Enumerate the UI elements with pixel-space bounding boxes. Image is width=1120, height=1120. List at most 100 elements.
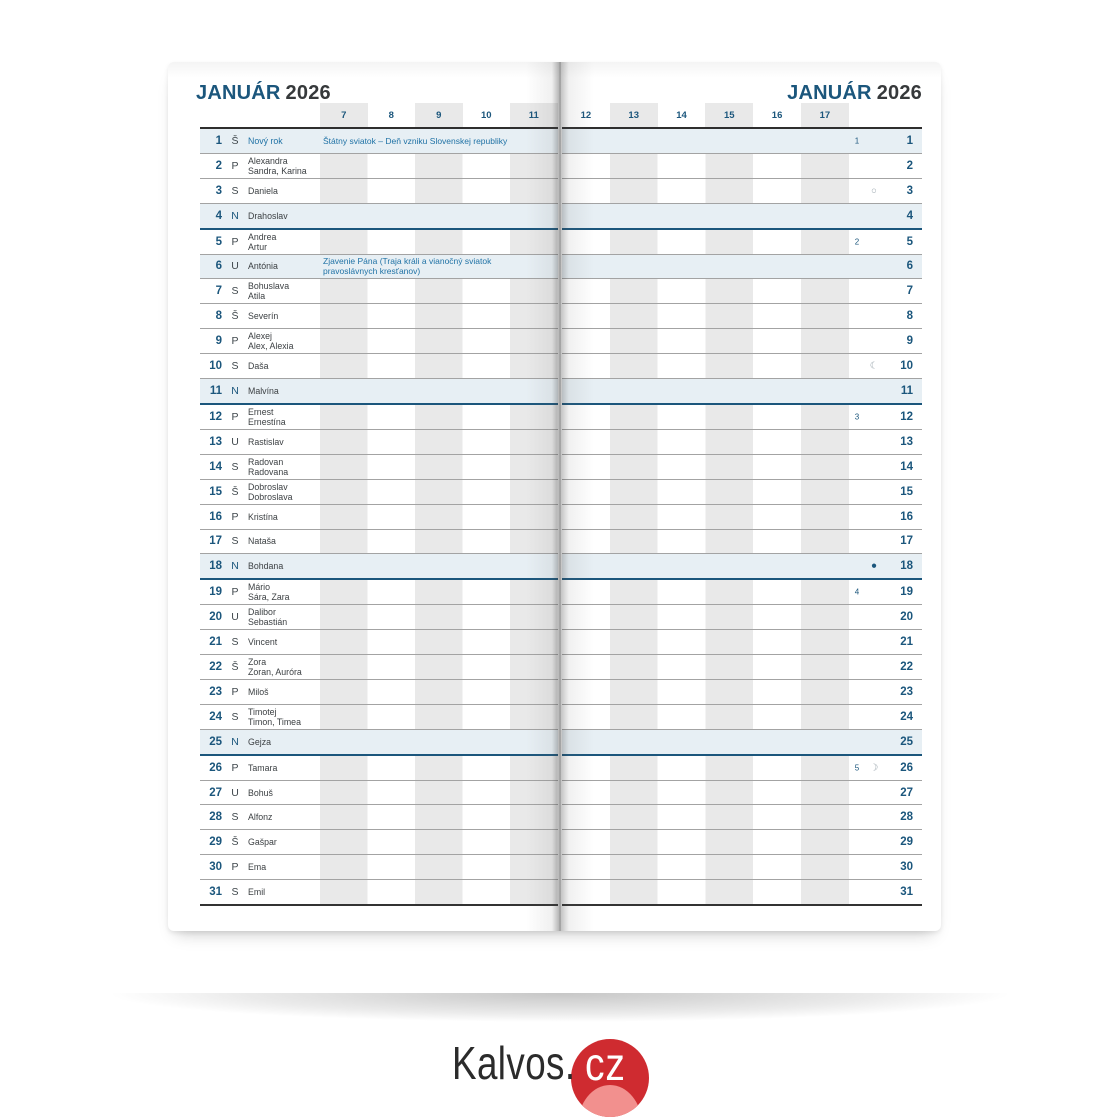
weekday-abbr: S xyxy=(231,184,239,197)
nameday-names: Ernest Ernestína xyxy=(248,407,286,427)
nameday-names: Antónia xyxy=(248,261,278,271)
hour-grid-stripes xyxy=(562,655,849,679)
day-row-right-14: 14 xyxy=(562,454,922,480)
day-row-left-25: 25 N Gejza xyxy=(200,729,558,756)
hour-grid-stripes xyxy=(562,580,849,605)
floor-shadow xyxy=(95,993,1025,1031)
hour-label-10: 10 xyxy=(480,110,492,121)
day-row-left-20: 20 U Dalibor Sebastián xyxy=(200,605,558,631)
left-page: JANUÁR 2026 7 8 9 10 11 1 Š Nový rok Štátny svia… xyxy=(168,62,558,931)
nameday-names: Nový rok xyxy=(248,136,283,146)
month-name: JANUÁR xyxy=(787,82,872,104)
left-hour-header: 7 8 9 10 11 xyxy=(320,103,558,127)
nameday-line: Gašpar xyxy=(248,837,277,848)
weekday-abbr: S xyxy=(231,886,239,899)
hour-label-13: 13 xyxy=(609,103,658,127)
nameday-line: Sára, Zara xyxy=(248,592,290,603)
day-row-left-14: 14 S Radovan Radovana xyxy=(200,454,558,480)
hour-grid-stripes xyxy=(320,178,558,203)
weekday-abbr: U xyxy=(231,611,239,624)
day-row-right-19: 4 19 xyxy=(562,580,922,606)
nameday-line: Dobroslava xyxy=(248,491,293,502)
day-number: 5 xyxy=(906,235,913,248)
nameday-names: Emil xyxy=(248,887,265,897)
nameday-line: Bohuš xyxy=(248,787,273,798)
right-month-header: JANUÁR 2026 xyxy=(787,82,922,105)
nameday-names: Alexej Alex, Alexia xyxy=(248,331,293,351)
day-number: 11 xyxy=(900,385,913,398)
day-number: 1 xyxy=(215,134,222,147)
left-calendar-table: 1 Š Nový rok Štátny sviatok – Deň vzniku Sl… xyxy=(200,127,558,906)
hour-grid-stripes xyxy=(562,504,849,529)
day-row-right-26: 5 ☽ 26 xyxy=(562,755,922,781)
day-row-right-8: 8 xyxy=(562,304,922,330)
holiday-note: Štátny sviatok – Deň vzniku Slovenskej r… xyxy=(323,135,508,146)
nameday-line: Bohuslava xyxy=(248,281,290,292)
nameday-line: Nataša xyxy=(248,536,276,547)
nameday-names: Severín xyxy=(248,311,278,321)
nameday-line: Artur xyxy=(248,241,268,252)
day-row-left-13: 13 U Rastislav xyxy=(200,429,558,455)
day-row-left-29: 29 Š Gašpar xyxy=(200,830,558,856)
hour-grid-stripes xyxy=(562,529,849,554)
hour-grid-stripes xyxy=(562,279,849,304)
nameday-names: Miloš xyxy=(248,687,269,697)
nameday-names: Dalibor Sebastián xyxy=(248,607,287,627)
day-number: 20 xyxy=(209,611,222,624)
day-number: 28 xyxy=(209,811,222,824)
hour-grid-stripes xyxy=(320,655,558,679)
day-number: 7 xyxy=(215,285,222,298)
nameday-line: Radovan xyxy=(248,456,284,467)
day-row-left-30: 30 P Ema xyxy=(200,855,558,881)
weekday-abbr: N xyxy=(231,560,239,573)
nameday-names: Vincent xyxy=(248,637,277,647)
day-number: 27 xyxy=(900,786,913,799)
nameday-names: Ema xyxy=(248,862,266,872)
day-row-right-9: 9 xyxy=(562,329,922,355)
day-row-left-21: 21 S Vincent xyxy=(200,630,558,656)
day-number: 15 xyxy=(209,485,222,498)
nameday-names: Alexandra Sandra, Karina xyxy=(248,156,307,176)
hour-grid-stripes xyxy=(562,354,849,379)
hour-grid-stripes xyxy=(320,354,558,379)
day-row-left-26: 26 P Tamara xyxy=(200,755,558,781)
day-row-left-31: 31 S Emil xyxy=(200,880,558,905)
day-row-right-30: 30 xyxy=(562,855,922,881)
weekday-abbr: S xyxy=(231,535,239,548)
hour-grid-stripes xyxy=(562,479,849,504)
day-number: 16 xyxy=(209,510,222,523)
nameday-line: Drahoslav xyxy=(248,210,288,221)
day-row-left-6: 6 U Antónia Zjavenie Pána (Traja králi a vi… xyxy=(200,254,558,280)
nameday-line: Ernestína xyxy=(248,416,286,427)
hour-grid-stripes xyxy=(562,755,849,780)
weekday-abbr: P xyxy=(231,761,239,774)
weekday-abbr: P xyxy=(231,410,239,423)
day-row-right-12: 3 12 xyxy=(562,404,922,430)
hour-label-17: 17 xyxy=(800,103,849,127)
day-number: 25 xyxy=(209,735,222,748)
day-row-right-27: 27 xyxy=(562,780,922,806)
hour-grid-stripes xyxy=(562,229,849,254)
hour-grid-stripes xyxy=(320,855,558,880)
weekday-abbr: U xyxy=(231,786,239,799)
day-row-left-16: 16 P Kristína xyxy=(200,504,558,530)
day-number: 13 xyxy=(209,435,222,448)
hour-grid-stripes xyxy=(562,153,849,178)
week-number: 3 xyxy=(854,412,860,422)
nameday-line: Daniela xyxy=(248,185,278,196)
weekday-abbr: S xyxy=(231,285,239,298)
day-number: 13 xyxy=(900,435,913,448)
day-number: 4 xyxy=(906,209,913,222)
day-number: 28 xyxy=(900,811,913,824)
hour-grid-stripes xyxy=(320,329,558,354)
nameday-line: Gejza xyxy=(248,736,271,747)
day-row-left-18: 18 N Bohdana xyxy=(200,554,558,581)
weekday-abbr: S xyxy=(231,710,239,723)
nameday-line: Tamara xyxy=(248,762,278,773)
weekday-abbr: N xyxy=(231,209,239,222)
hour-grid-stripes xyxy=(562,178,849,203)
hour-grid-stripes xyxy=(562,679,849,704)
hour-grid-stripes xyxy=(562,454,849,479)
day-row-left-17: 17 S Nataša xyxy=(200,529,558,555)
nameday-line: Ema xyxy=(248,862,267,873)
